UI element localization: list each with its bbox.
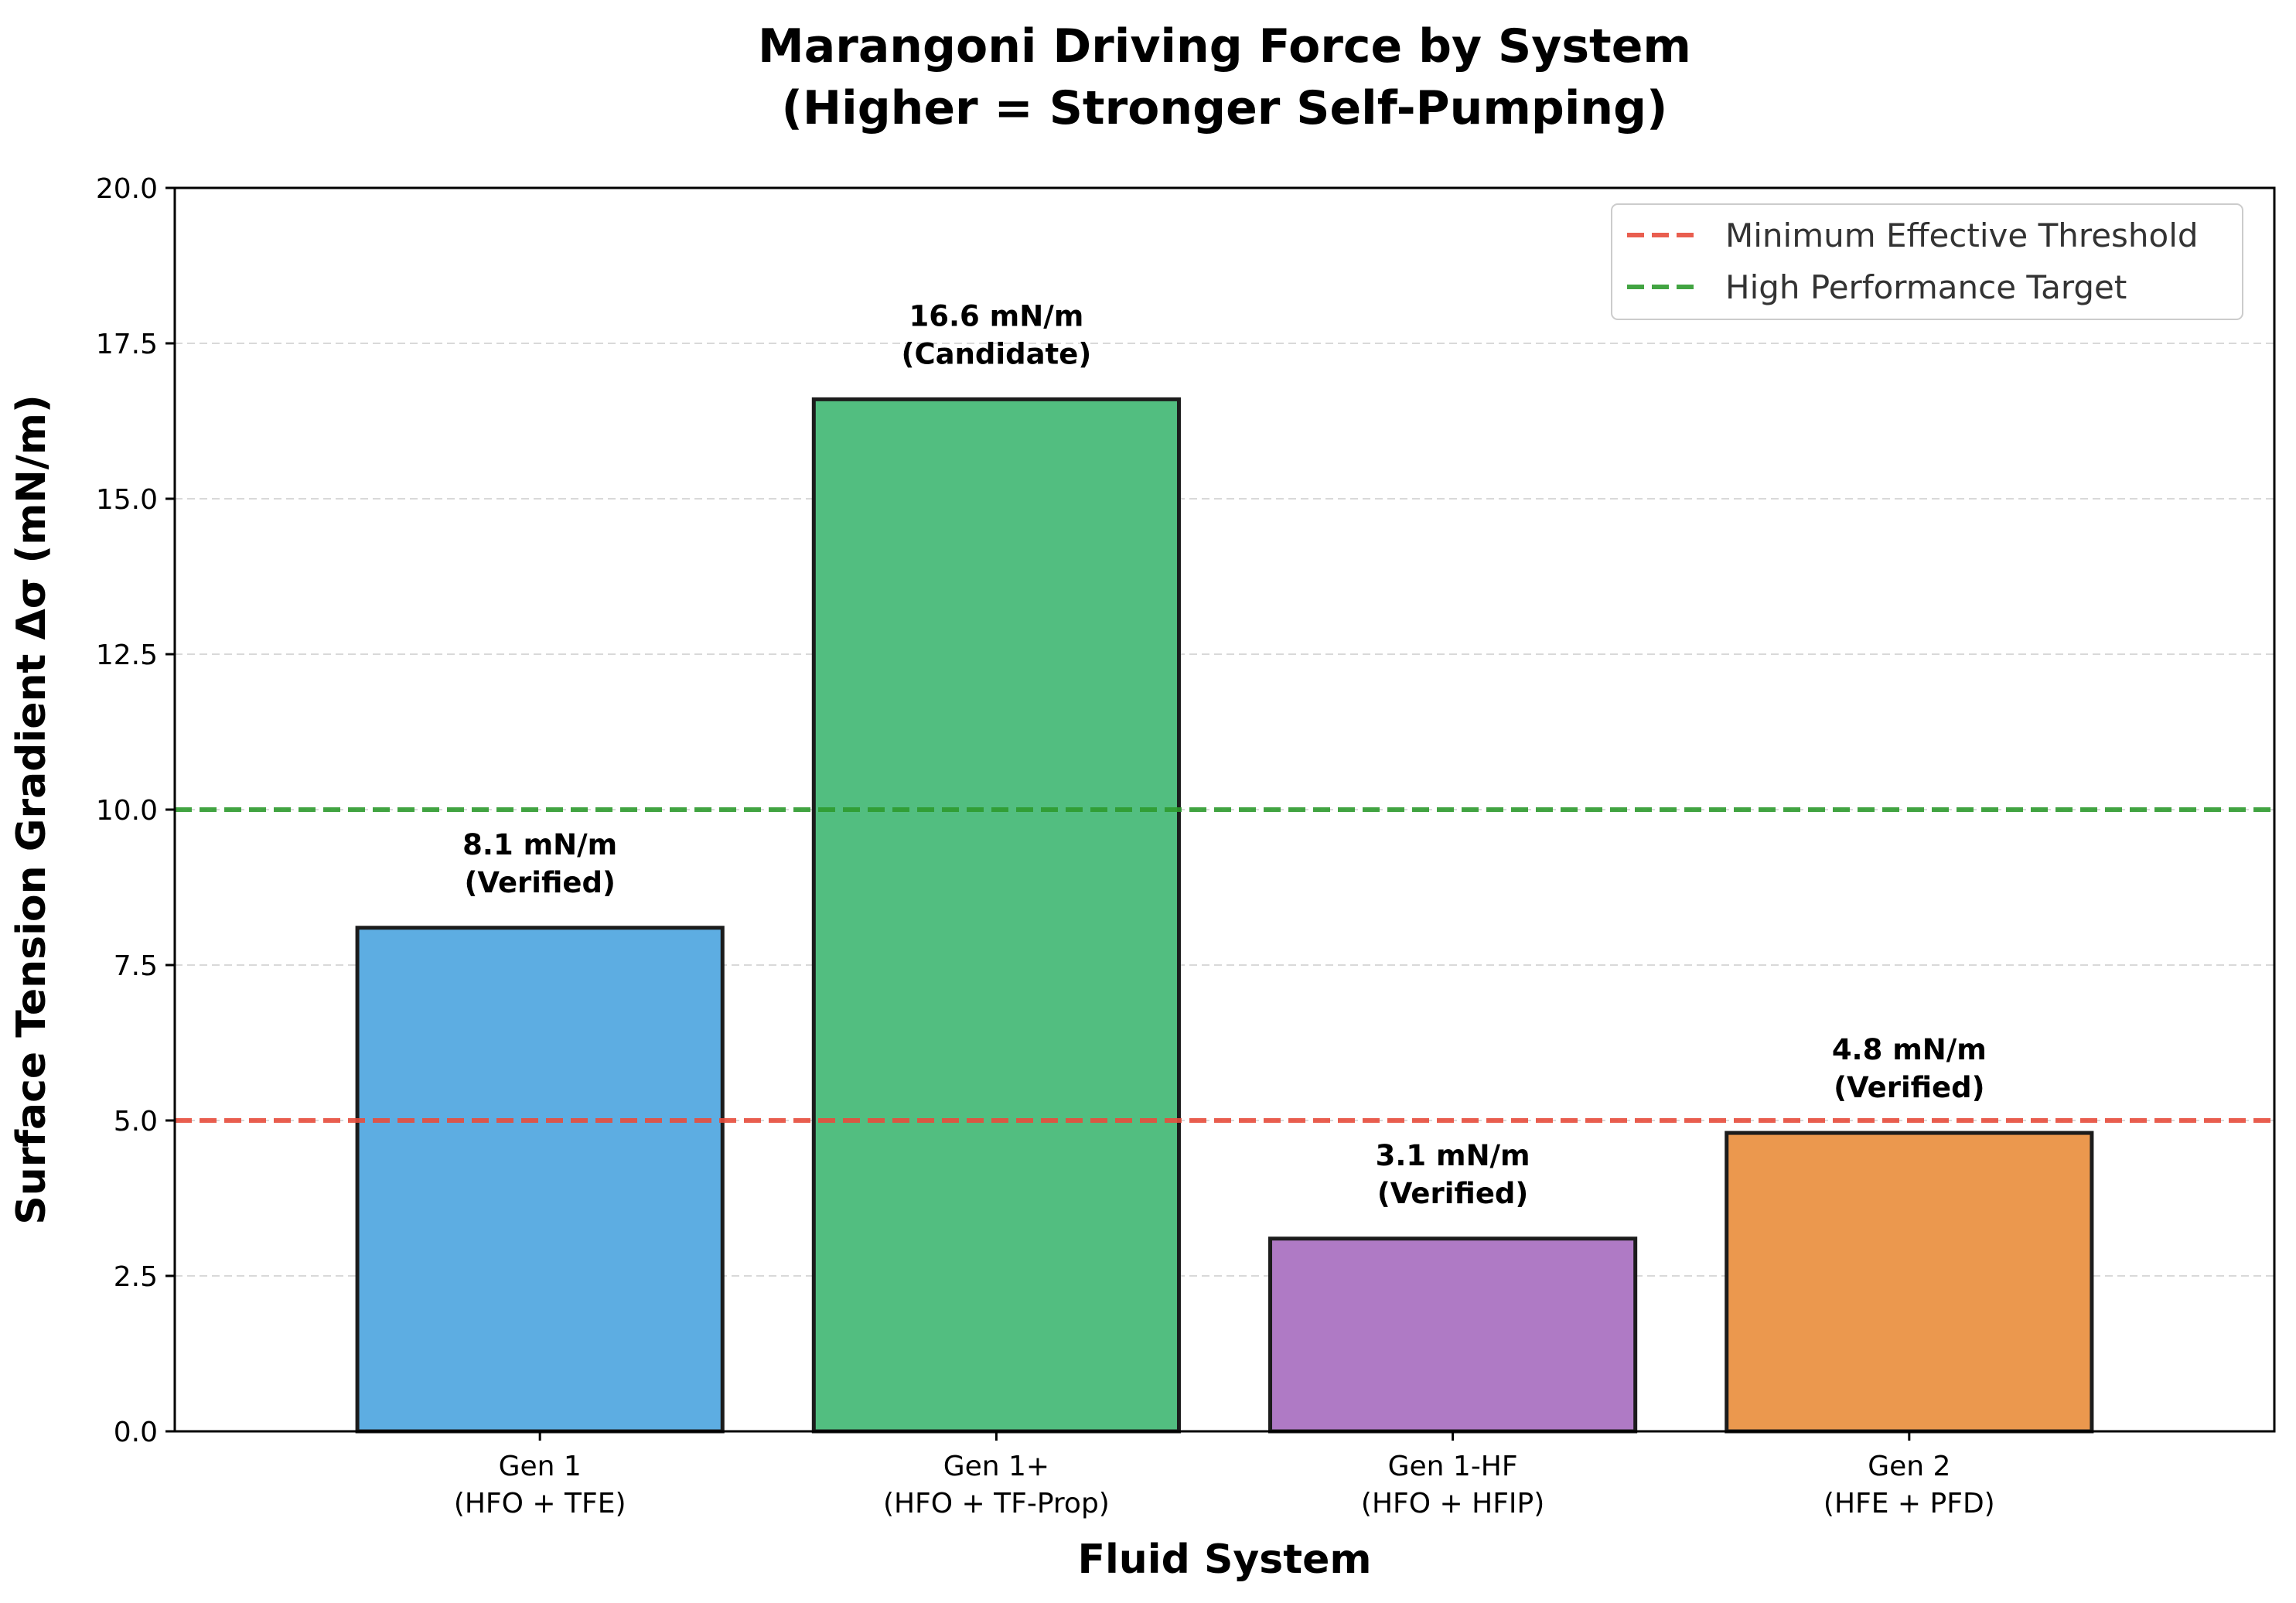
legend-box <box>1611 203 2243 320</box>
bar-value: 3.1 mN/m <box>1376 1139 1530 1172</box>
chart-subtitle-line: (Higher = Stronger Self-Pumping) <box>782 81 1668 135</box>
y-tick-label: 17.5 <box>96 329 158 360</box>
x-tick-label-composition: (HFO + TF-Prop) <box>883 1488 1110 1519</box>
bar-value-labels: 8.1 mN/m (Verified) 16.6 mN/m (Candidate) 3.… <box>462 299 1987 1209</box>
x-axis: Gen 1 (HFO + TFE)Gen 1+ (HFO + TF-Prop)Gen… <box>454 1431 1995 1519</box>
x-axis-label: Fluid System <box>1077 1536 1371 1583</box>
x-tick-label-composition: (HFO + HFIP) <box>1361 1488 1544 1519</box>
bar-status: (Verified) <box>1377 1177 1528 1210</box>
reference-lines <box>175 807 2274 1123</box>
x-tick-label-composition: (HFE + PFD) <box>1823 1488 1995 1519</box>
chart-title-line: Marangoni Driving Force by System <box>758 19 1691 73</box>
y-tick-label: 2.5 <box>114 1261 158 1293</box>
x-tick-label: Gen 2 (HFE + PFD) <box>1823 1451 1995 1519</box>
y-tick-label: 5.0 <box>114 1106 158 1137</box>
bar-value-label: 8.1 mN/m (Verified) <box>462 828 617 899</box>
x-tick-label: Gen 1 (HFO + TFE) <box>454 1451 626 1519</box>
chart-title: Marangoni Driving Force by System (Higher… <box>758 19 1691 135</box>
x-tick-label: Gen 1-HF (HFO + HFIP) <box>1361 1451 1544 1519</box>
bar-value: 16.6 mN/m <box>909 299 1084 333</box>
y-tick-label: 0.0 <box>114 1417 158 1448</box>
y-tick-label: 20.0 <box>96 173 158 205</box>
bar-status: (Candidate) <box>902 337 1092 370</box>
bar[interactable] <box>355 926 725 1434</box>
bar[interactable] <box>1725 1131 2094 1434</box>
x-tick-label-name: Gen 1 <box>499 1451 582 1482</box>
bars <box>355 397 2094 1434</box>
x-tick-label: Gen 1+ (HFO + TF-Prop) <box>883 1451 1110 1519</box>
x-tick-label-name: Gen 1-HF <box>1388 1451 1518 1482</box>
legend-entry-label: High Performance Target <box>1725 268 2127 306</box>
y-axis: 0.0 2.5 5.0 7.5 10.0 12.5 15.0 17.5 20.0 <box>96 173 175 1448</box>
y-axis-label: Surface Tension Gradient Δσ (mN/m) <box>9 394 55 1224</box>
legend-entry-label: Minimum Effective Threshold <box>1725 217 2199 254</box>
x-tick-label-composition: (HFO + TFE) <box>454 1488 626 1519</box>
bar-status: (Verified) <box>1834 1071 1984 1104</box>
bar[interactable] <box>811 397 1181 1434</box>
bar-value-label: 3.1 mN/m (Verified) <box>1376 1139 1530 1210</box>
bar-value: 8.1 mN/m <box>462 828 617 861</box>
legend[interactable]: Minimum Effective Threshold High Performa… <box>1611 203 2243 320</box>
x-tick-label-name: Gen 2 <box>1868 1451 1950 1482</box>
bar-value-label: 4.8 mN/m (Verified) <box>1832 1033 1987 1104</box>
bar-status: (Verified) <box>464 866 615 899</box>
y-tick-label: 7.5 <box>114 950 158 982</box>
y-tick-label: 15.0 <box>96 484 158 516</box>
y-tick-label: 10.0 <box>96 795 158 827</box>
y-tick-label: 12.5 <box>96 639 158 671</box>
x-tick-label-name: Gen 1+ <box>943 1451 1049 1482</box>
bar[interactable] <box>1268 1236 1638 1434</box>
bar-value-label: 16.6 mN/m (Candidate) <box>902 299 1092 370</box>
bar-value: 4.8 mN/m <box>1832 1033 1987 1066</box>
